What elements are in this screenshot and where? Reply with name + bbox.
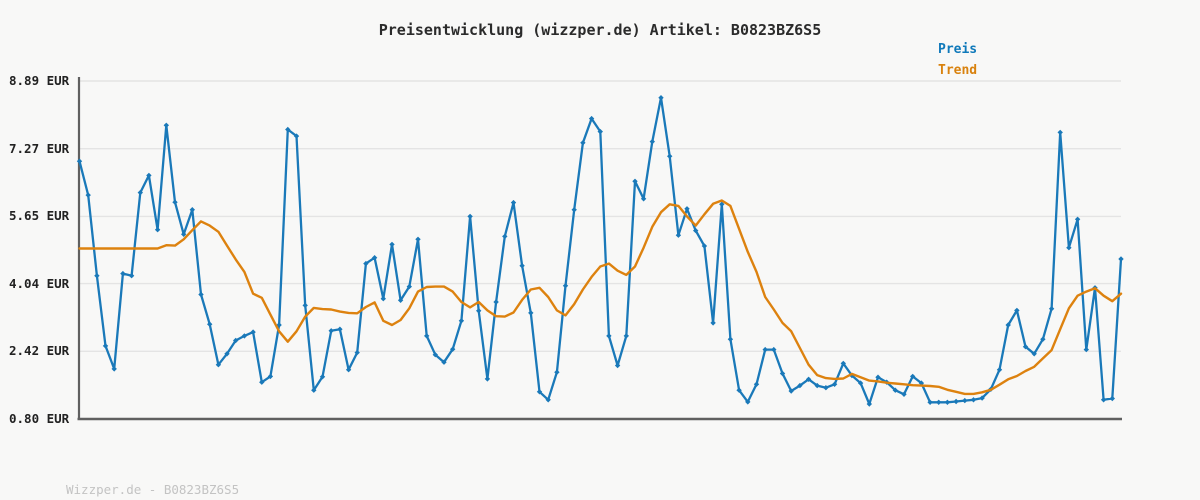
legend-label-preis: Preis — [938, 42, 978, 57]
preis-line — [78, 96, 1123, 406]
preis-markers — [76, 95, 1124, 407]
y-axis-label: 5.65 EUR — [9, 208, 70, 223]
chart-legend: Preis Trend — [938, 39, 977, 81]
y-axis-label: 2.42 EUR — [9, 343, 70, 358]
chart-title: Preisentwicklung (wizzper.de) Artikel: B… — [378, 21, 822, 39]
y-axis-label: 4.04 EUR — [9, 276, 70, 291]
watermark-text: Wizzper.de - B0823BZ6S5 — [66, 482, 240, 497]
legend-label-trend: Trend — [938, 63, 978, 78]
y-axis-label: 0.80 EUR — [9, 411, 70, 426]
y-axis-label: 8.89 EUR — [9, 73, 70, 88]
trend-line — [78, 199, 1123, 396]
y-axis-label: 7.27 EUR — [9, 141, 70, 156]
